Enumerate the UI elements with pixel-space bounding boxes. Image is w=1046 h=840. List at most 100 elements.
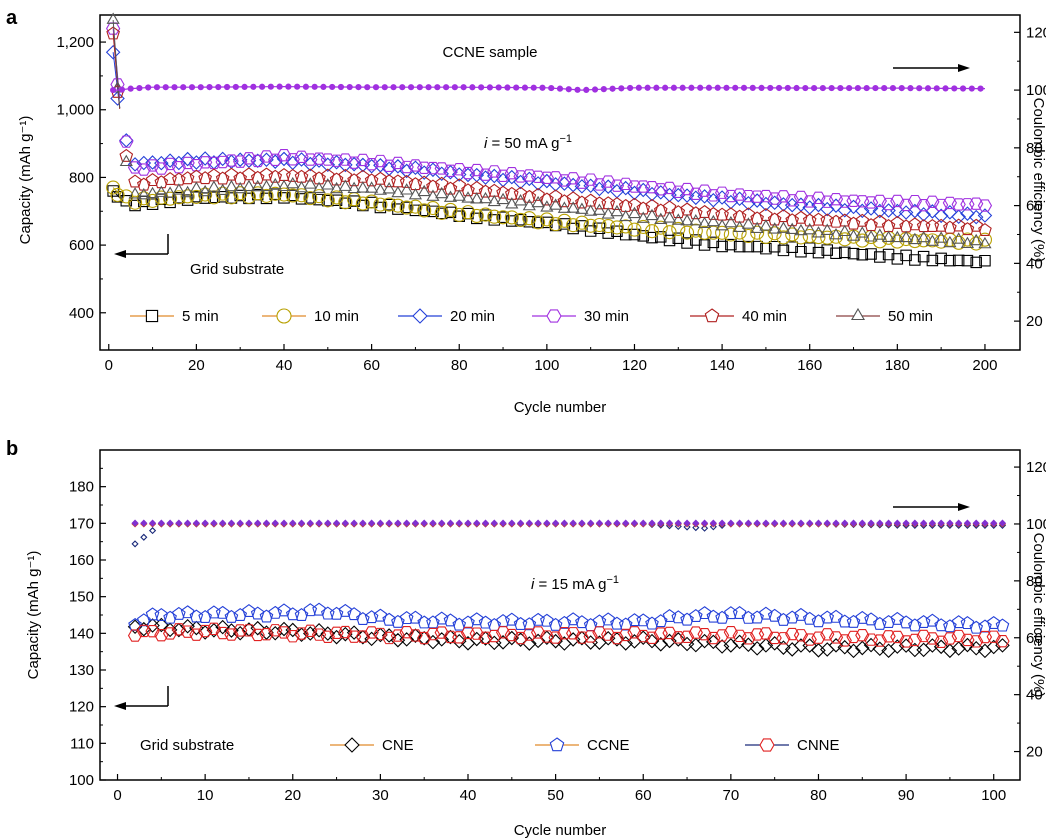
ce-point xyxy=(464,519,472,527)
y-left-tick-label: 140 xyxy=(69,625,94,642)
data-point xyxy=(908,217,922,231)
data-point xyxy=(277,179,291,192)
data-point xyxy=(513,616,528,630)
ce-point xyxy=(481,519,490,527)
data-point xyxy=(224,179,239,192)
data-point xyxy=(224,154,239,167)
data-point xyxy=(189,620,204,636)
y-right-tick-label: 60 xyxy=(1026,198,1043,215)
data-point xyxy=(373,197,388,212)
data-point xyxy=(557,194,572,208)
data-point xyxy=(662,633,677,649)
y-right-tick-label: 80 xyxy=(1026,573,1043,590)
data-point xyxy=(891,253,904,265)
x-tick-label: 40 xyxy=(276,357,293,374)
data-point xyxy=(618,219,633,234)
data-point xyxy=(951,235,966,250)
panel-a: a 0 20 40 60 80 100 120 140 160 180 200 400 600 800 1,… xyxy=(6,7,1046,416)
series-50-min xyxy=(106,12,992,249)
data-point xyxy=(198,187,213,202)
ce-point xyxy=(289,519,297,527)
data-point xyxy=(960,633,975,647)
data-point xyxy=(679,225,695,240)
data-point xyxy=(171,623,186,636)
data-point xyxy=(846,614,861,628)
panel-a-left-arrow xyxy=(114,234,169,258)
data-point xyxy=(539,173,555,189)
data-point xyxy=(653,183,668,196)
data-point xyxy=(795,245,807,258)
data-point xyxy=(837,202,853,218)
data-point xyxy=(206,190,221,205)
data-point xyxy=(680,612,694,626)
data-point xyxy=(592,217,607,233)
data-point xyxy=(855,226,869,238)
data-point xyxy=(811,226,826,238)
panel-a-y-left-axis-title: Capacity (mAh g⁻¹) xyxy=(17,116,34,245)
data-point xyxy=(250,620,265,636)
data-point xyxy=(627,613,642,627)
data-point xyxy=(829,609,843,623)
data-point xyxy=(653,614,668,628)
data-point xyxy=(383,198,395,211)
data-point xyxy=(750,628,765,641)
y-left-tick-label: 180 xyxy=(69,479,94,496)
data-point xyxy=(908,232,922,245)
ce-point xyxy=(578,519,586,527)
data-point xyxy=(557,174,572,187)
data-point xyxy=(443,190,458,202)
panel-b-legend: CNE CCNE CNNE xyxy=(330,737,840,754)
data-point xyxy=(120,195,133,207)
data-point xyxy=(863,196,879,209)
data-point xyxy=(425,627,441,641)
data-point xyxy=(943,235,957,248)
data-point xyxy=(365,181,379,193)
data-point xyxy=(417,615,432,629)
data-point xyxy=(960,198,975,211)
data-point xyxy=(662,225,677,240)
data-point xyxy=(969,197,984,210)
data-point xyxy=(601,207,615,219)
data-point xyxy=(190,190,203,203)
data-point xyxy=(154,185,168,197)
x-tick-label: 80 xyxy=(451,357,468,374)
ce-point xyxy=(552,519,560,527)
data-point xyxy=(802,611,817,625)
data-point xyxy=(303,191,318,206)
ce-point xyxy=(376,519,384,527)
ce-point xyxy=(306,519,314,527)
legend-label: 20 min xyxy=(450,308,495,325)
data-point xyxy=(768,222,782,234)
data-point xyxy=(882,248,895,261)
ce-point xyxy=(613,519,621,527)
data-point xyxy=(207,180,221,192)
data-point xyxy=(995,634,1010,648)
data-point xyxy=(435,207,448,220)
data-point xyxy=(329,154,344,167)
panel-b-x-axis-title: Cycle number xyxy=(514,822,607,839)
data-point xyxy=(189,189,204,204)
ce-point xyxy=(604,519,612,527)
data-point xyxy=(890,215,905,229)
ce-point xyxy=(998,519,1007,527)
ce-point xyxy=(955,519,963,527)
data-point xyxy=(828,229,844,244)
ce-point xyxy=(385,519,393,527)
data-point xyxy=(539,212,554,227)
data-point xyxy=(364,610,379,624)
data-point xyxy=(978,236,992,249)
data-point xyxy=(303,177,317,189)
legend-item-10-min: 10 min xyxy=(262,308,359,325)
y-right-tick-label: 80 xyxy=(1026,140,1043,157)
data-point xyxy=(268,605,283,619)
data-point xyxy=(294,627,309,640)
data-point xyxy=(707,236,720,249)
data-point xyxy=(399,160,414,174)
data-point xyxy=(636,201,651,215)
data-point xyxy=(557,201,571,213)
ce-point xyxy=(788,519,796,527)
legend-item-50-min: 50 min xyxy=(836,307,933,325)
x-tick-label: 120 xyxy=(622,357,647,374)
ce-point xyxy=(814,519,823,527)
data-point xyxy=(732,629,747,643)
